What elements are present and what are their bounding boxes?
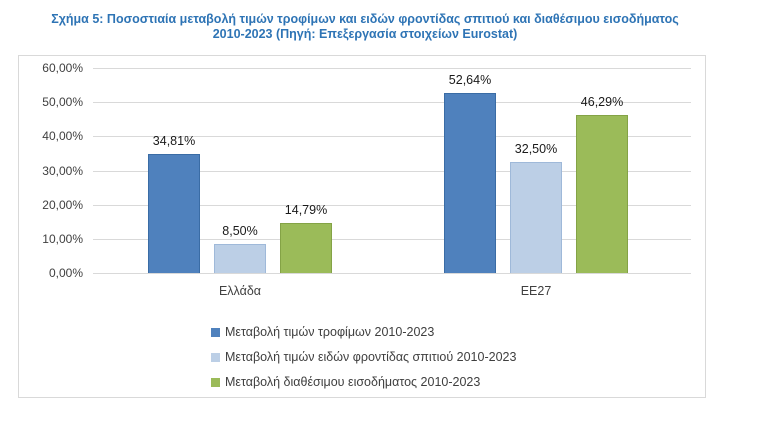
bar-wrap: 8,50% bbox=[214, 224, 266, 273]
bar-food-prices-ee27 bbox=[444, 93, 496, 273]
y-tick-30: 30,00% bbox=[42, 164, 83, 178]
bar-wrap: 14,79% bbox=[280, 202, 332, 273]
bar-value-label: 34,81% bbox=[152, 134, 196, 149]
bar-value-label: 52,64% bbox=[448, 73, 492, 88]
x-label-ee27: ΕΕ27 bbox=[520, 284, 552, 298]
bar-disposable-income-ee27 bbox=[576, 114, 628, 273]
gridline-40 bbox=[93, 136, 691, 137]
bar-homecare-prices-ellada bbox=[214, 244, 266, 273]
chart-title: Σχήμα 5: Ποσοστιαία μεταβολή τιμών τροφί… bbox=[0, 12, 730, 42]
gridline-50 bbox=[93, 102, 691, 103]
bar-value-label: 46,29% bbox=[580, 94, 624, 109]
gridline-20 bbox=[93, 205, 691, 206]
y-tick-60: 60,00% bbox=[42, 61, 83, 75]
legend-swatch-blue-icon bbox=[211, 327, 220, 337]
legend-label: Μεταβολή τιμών τροφίμων 2010-2023 bbox=[225, 325, 435, 339]
bar-value-label: 8,50% bbox=[222, 224, 258, 238]
legend-swatch-green-icon bbox=[211, 377, 220, 387]
bar-group-ellada: 34,81% 8,50% 14,79% bbox=[148, 134, 332, 273]
chart-area: 60,00% 50,00% 40,00% 30,00% 20,00% 10,00… bbox=[18, 55, 706, 398]
y-tick-0: 0,00% bbox=[48, 266, 83, 280]
legend-swatch-lightblue-icon bbox=[211, 352, 220, 362]
bar-homecare-prices-ee27 bbox=[510, 162, 562, 273]
legend-label: Μεταβολή τιμών ειδών φροντίδας σπιτιού 2… bbox=[225, 350, 517, 364]
bar-disposable-income-ellada bbox=[280, 222, 332, 273]
bar-group-ee27: 52,64% 32,50% 46,29% bbox=[444, 73, 628, 273]
legend: Μεταβολή τιμών τροφίμων 2010-2023 Μεταβο… bbox=[211, 324, 516, 399]
bar-value-label: 32,50% bbox=[514, 142, 558, 156]
legend-item-homecare-prices: Μεταβολή τιμών ειδών φροντίδας σπιτιού 2… bbox=[211, 349, 516, 365]
gridline-60 bbox=[93, 68, 691, 69]
gridline-10 bbox=[93, 239, 691, 240]
legend-label: Μεταβολή διαθέσιμου εισοδήματος 2010-202… bbox=[225, 375, 481, 389]
y-tick-20: 20,00% bbox=[42, 198, 83, 212]
gridline-0-baseline bbox=[93, 273, 691, 274]
y-tick-40: 40,00% bbox=[42, 129, 83, 143]
bar-food-prices-ellada bbox=[148, 154, 200, 273]
bar-wrap: 34,81% bbox=[148, 134, 200, 273]
y-tick-10: 10,00% bbox=[42, 232, 83, 246]
bar-value-label: 14,79% bbox=[284, 202, 328, 217]
legend-item-disposable-income: Μεταβολή διαθέσιμου εισοδήματος 2010-202… bbox=[211, 374, 516, 390]
chart-title-line1: Σχήμα 5: Ποσοστιαία μεταβολή τιμών τροφί… bbox=[51, 12, 679, 26]
legend-item-food-prices: Μεταβολή τιμών τροφίμων 2010-2023 bbox=[211, 324, 516, 340]
plot-area: 34,81% 8,50% 14,79% 52,64% 32 bbox=[93, 68, 691, 273]
x-label-ellada: Ελλάδα bbox=[218, 284, 262, 298]
y-tick-50: 50,00% bbox=[42, 95, 83, 109]
bar-wrap: 32,50% bbox=[510, 142, 562, 273]
chart-title-line2: 2010-2023 (Πηγή: Επεξεργασία στοιχείων E… bbox=[212, 27, 518, 41]
bar-wrap: 46,29% bbox=[576, 95, 628, 273]
gridline-30 bbox=[93, 171, 691, 172]
bar-wrap: 52,64% bbox=[444, 73, 496, 273]
